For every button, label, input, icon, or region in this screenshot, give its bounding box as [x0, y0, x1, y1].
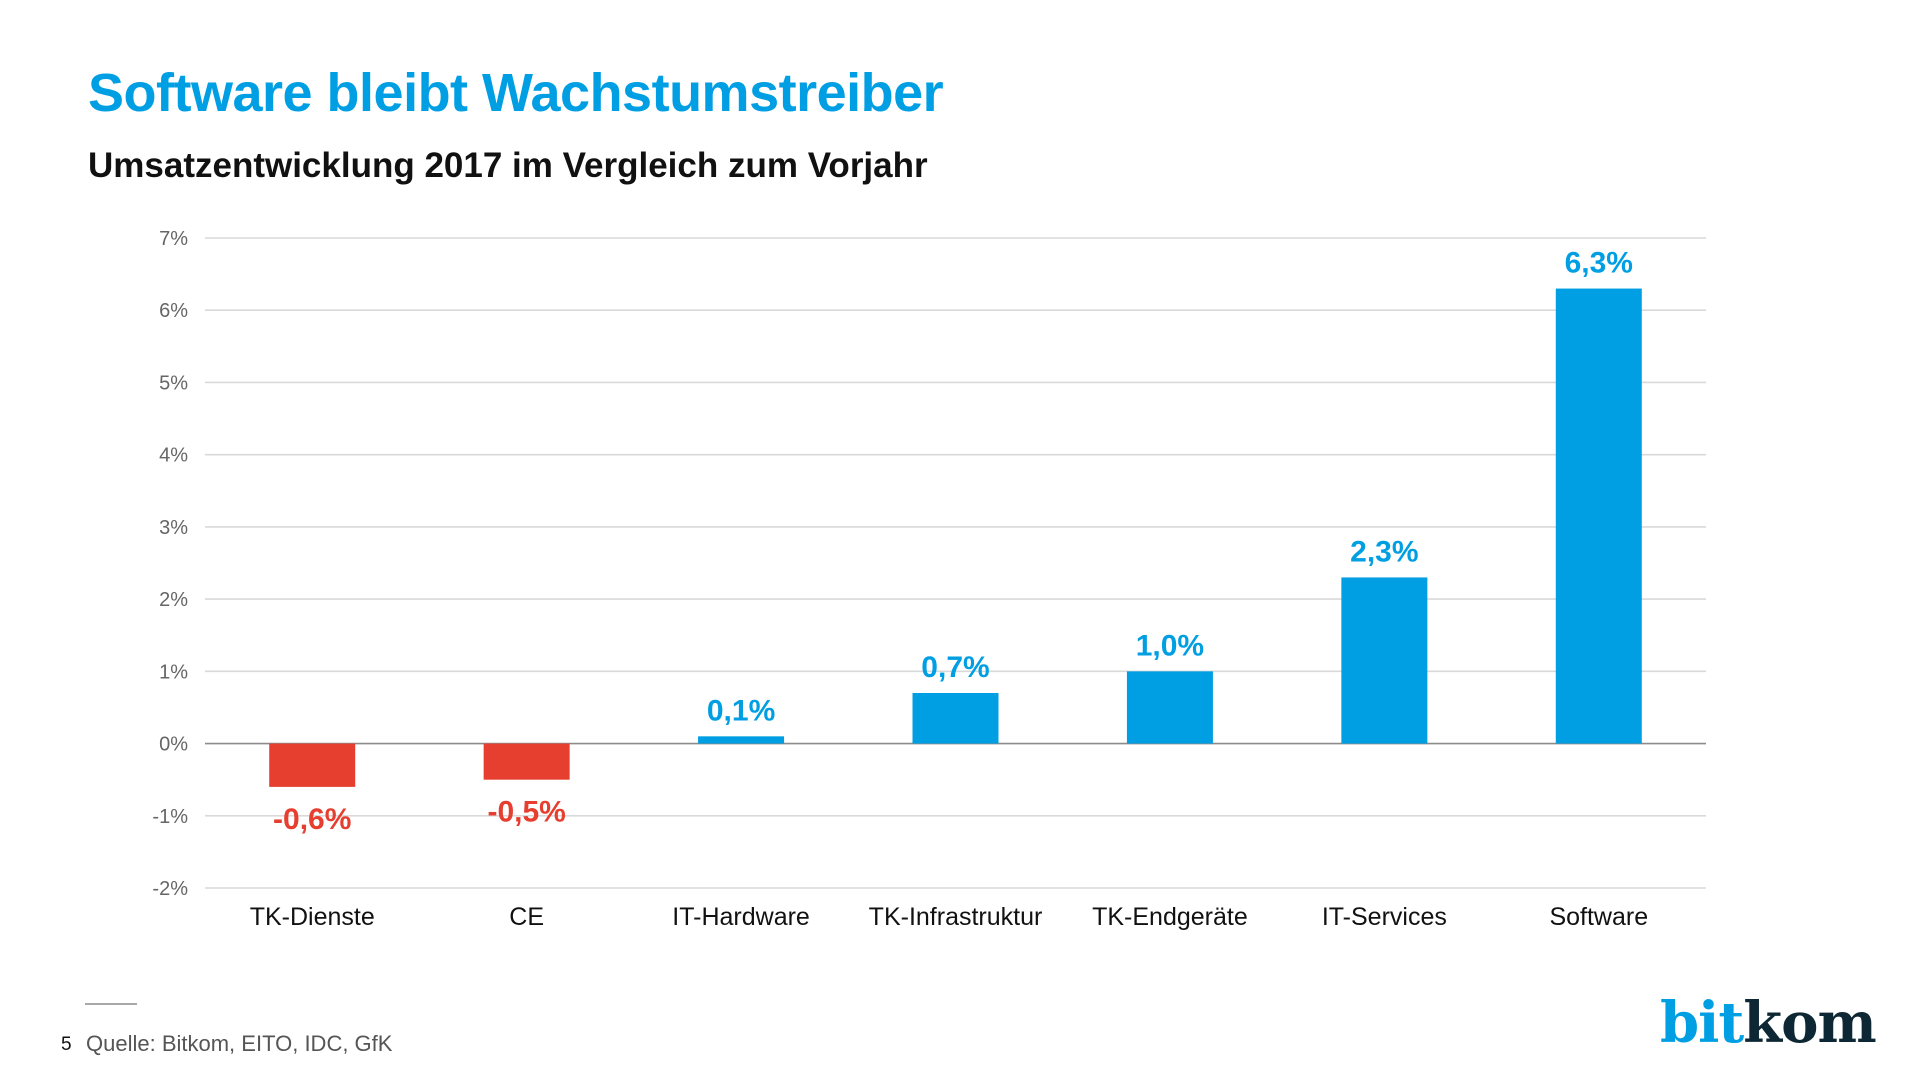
y-tick-label: 2% — [159, 589, 188, 611]
page-number: 5 — [61, 1034, 72, 1055]
bar — [912, 693, 999, 744]
y-tick-label: 6% — [159, 300, 188, 322]
footer-divider — [85, 1003, 137, 1005]
slide-subtitle: Umsatzentwicklung 2017 im Vergleich zum … — [88, 146, 928, 185]
y-tick-label: 5% — [159, 372, 188, 394]
data-label: -0,6% — [273, 803, 351, 836]
y-tick-label: -2% — [152, 878, 188, 900]
y-tick-label: 7% — [159, 228, 188, 250]
y-axis-ticks: 7% 6% 5% 4% 3% 2% 1% 0% -1% -2% — [152, 228, 188, 900]
data-labels: -0,6% -0,5% 0,1% 0,7% 1,0% 2,3% 6,3% — [273, 247, 1633, 836]
bar — [1555, 288, 1642, 744]
source-note: Quelle: Bitkom, EITO, IDC, GfK — [86, 1031, 393, 1056]
category-label: CE — [509, 903, 544, 931]
bar — [1341, 577, 1428, 744]
data-label: 0,1% — [707, 694, 775, 727]
category-label: Software — [1549, 903, 1648, 931]
data-label: 1,0% — [1136, 629, 1204, 662]
logo-part-bit: bit — [1660, 990, 1744, 1056]
data-label: 0,7% — [921, 651, 989, 684]
y-tick-label: 4% — [159, 445, 188, 467]
category-label: TK-Dienste — [250, 903, 375, 931]
category-label: IT-Services — [1322, 903, 1447, 931]
y-tick-label: 1% — [159, 661, 188, 683]
bar — [1126, 671, 1213, 744]
category-label: TK-Infrastruktur — [869, 903, 1043, 931]
bar-chart: 7% 6% 5% 4% 3% 2% 1% 0% -1% -2% -0,6% -0,5% 0,1% 0,7… — [152, 228, 1706, 931]
y-tick-label: 0% — [159, 734, 188, 756]
category-label: IT-Hardware — [672, 903, 810, 931]
bar — [269, 743, 356, 787]
logo-part-kom: kom — [1743, 990, 1876, 1056]
slide-title: Software bleibt Wachstumstreiber — [88, 63, 944, 123]
x-axis-categories: TK-Dienste CE IT-Hardware TK-Infrastruktur T… — [250, 903, 1648, 931]
data-label: 2,3% — [1350, 535, 1418, 568]
y-tick-label: 3% — [159, 517, 188, 539]
bitkom-logo: bitkom — [1660, 990, 1877, 1056]
bar — [698, 736, 785, 744]
y-tick-label: -1% — [152, 806, 188, 828]
gridlines — [205, 237, 1706, 889]
data-label: -0,5% — [487, 796, 565, 829]
data-label: 6,3% — [1565, 247, 1633, 280]
bar — [483, 743, 570, 780]
category-label: TK-Endgeräte — [1092, 903, 1248, 931]
bars — [269, 288, 1642, 787]
